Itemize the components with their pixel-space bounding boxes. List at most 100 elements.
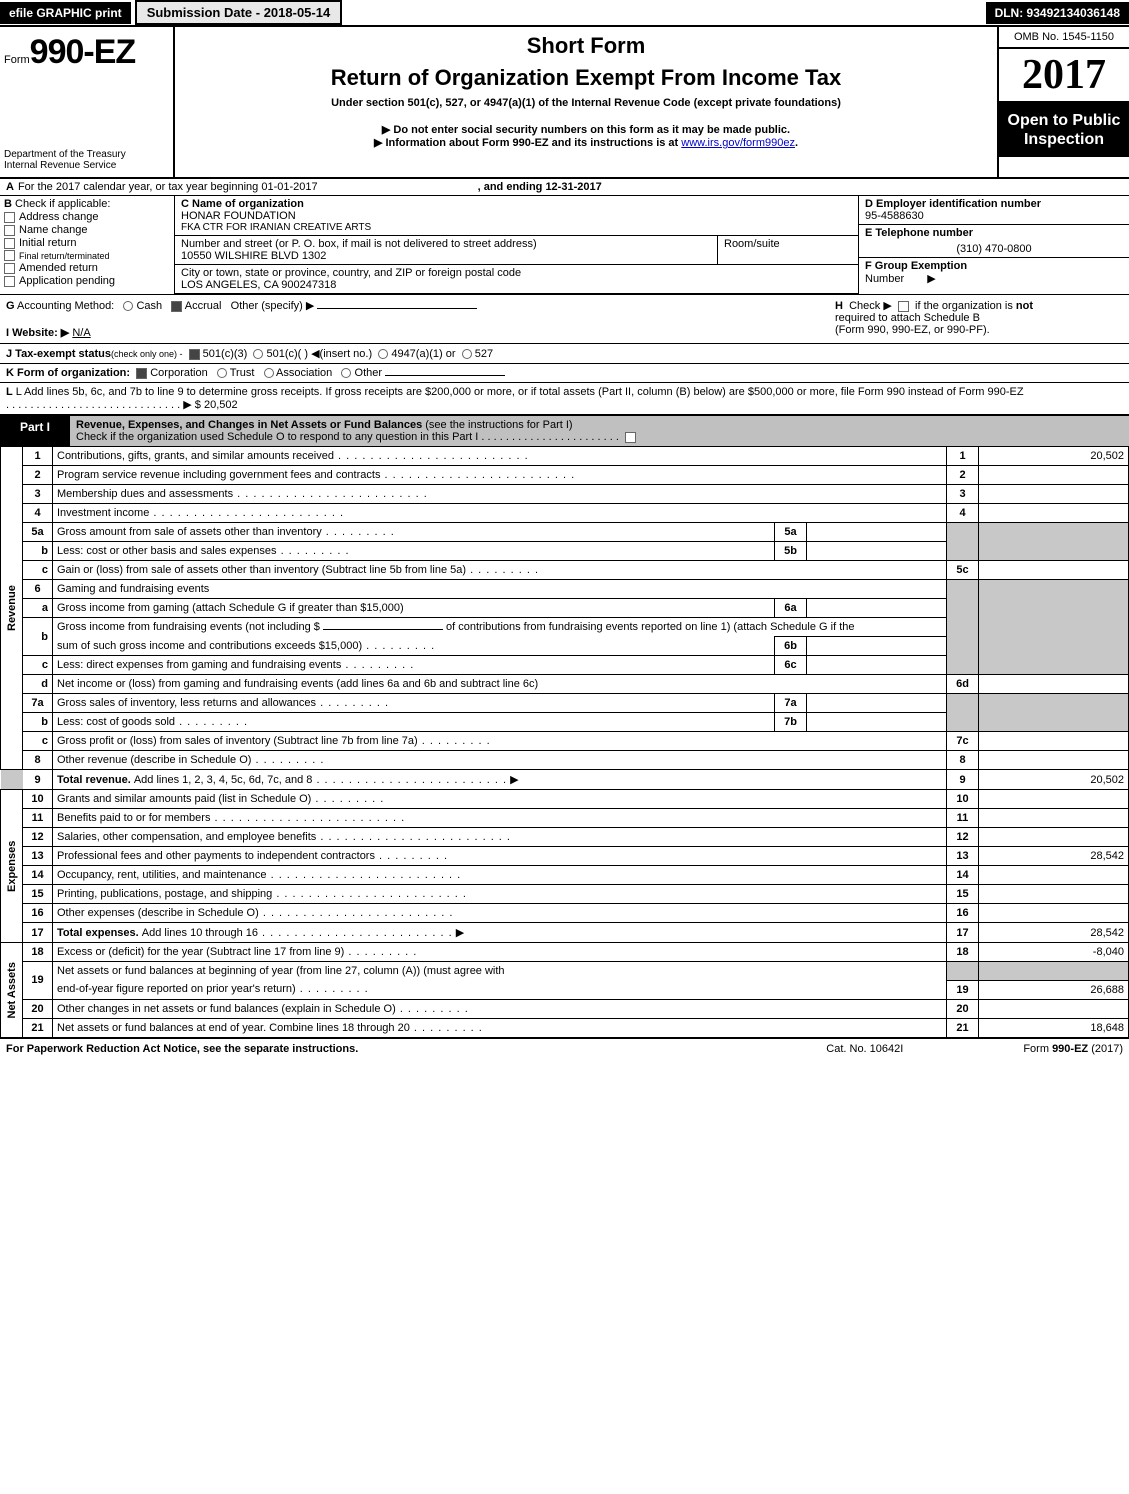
line-rval: -8,040	[979, 943, 1129, 962]
instructions-link[interactable]: www.irs.gov/form990ez	[681, 137, 795, 149]
line-midnum: 6b	[775, 637, 807, 656]
radio-association[interactable]	[264, 368, 274, 378]
dept-line-2: Internal Revenue Service	[4, 160, 169, 171]
radio-trust[interactable]	[217, 368, 227, 378]
radio-527[interactable]	[462, 349, 472, 359]
table-row: 14 Occupancy, rent, utilities, and maint…	[1, 866, 1129, 885]
line-rval	[979, 999, 1129, 1018]
opt-accrual: Accrual	[185, 300, 222, 312]
line-midval	[807, 523, 947, 542]
line-rnum: 20	[947, 999, 979, 1018]
line-rval: 28,542	[979, 847, 1129, 866]
line-desc: Less: direct expenses from gaming and fu…	[53, 656, 775, 675]
other-specify-input[interactable]	[317, 308, 477, 309]
table-row: 5a Gross amount from sale of assets othe…	[1, 523, 1129, 542]
efile-print-button[interactable]: efile GRAPHIC print	[0, 2, 131, 24]
top-bar: efile GRAPHIC print Submission Date - 20…	[0, 0, 1129, 27]
opt-address-change: Address change	[19, 211, 99, 223]
opt-501c3: 501(c)(3)	[203, 348, 248, 360]
line-num: 10	[23, 790, 53, 809]
line-desc: Program service revenue including govern…	[53, 466, 947, 485]
vlabel-revenue: Revenue	[1, 447, 23, 770]
line-desc: Gross profit or (loss) from sales of inv…	[53, 732, 947, 751]
d-ein-value: 95-4588630	[865, 210, 1123, 222]
chk-final-return[interactable]	[4, 250, 15, 261]
e-label: E Telephone number	[865, 227, 973, 239]
line-num: 1	[23, 447, 53, 466]
g-label: G	[6, 300, 15, 312]
fundraising-amount-input[interactable]	[323, 629, 443, 630]
line-num: 7a	[23, 694, 53, 713]
chk-address-change[interactable]	[4, 212, 15, 223]
h-label: H	[835, 300, 843, 312]
line-num: d	[23, 675, 53, 694]
line-num: b	[23, 713, 53, 732]
line-desc: Occupancy, rent, utilities, and maintena…	[53, 866, 947, 885]
line-desc: Investment income	[53, 504, 947, 523]
header-left: Form990-EZ Department of the Treasury In…	[0, 27, 175, 177]
department-block: Department of the Treasury Internal Reve…	[4, 149, 169, 171]
line-desc: sum of such gross income and contributio…	[53, 637, 775, 656]
table-row: 12 Salaries, other compensation, and emp…	[1, 828, 1129, 847]
opt-application-pending: Application pending	[19, 275, 115, 287]
opt-association: Association	[276, 367, 332, 379]
line-num: 3	[23, 485, 53, 504]
f-label2: Number	[865, 273, 904, 285]
line-desc: Gross income from gaming (attach Schedul…	[53, 599, 775, 618]
opt-501c: 501(c)( ) ◀(insert no.)	[266, 348, 372, 360]
line-rnum: 11	[947, 809, 979, 828]
opt-cash: Cash	[136, 300, 162, 312]
table-row: 3 Membership dues and assessments 3	[1, 485, 1129, 504]
chk-initial-return[interactable]	[4, 238, 15, 249]
block-bcdef: B Check if applicable: Address change Na…	[0, 196, 1129, 295]
part-i-tag: Part I	[0, 416, 70, 438]
line-midnum: 5a	[775, 523, 807, 542]
chk-amended-return[interactable]	[4, 263, 15, 274]
shade-cell	[947, 694, 979, 732]
line-rnum: 18	[947, 943, 979, 962]
opt-trust: Trust	[230, 367, 255, 379]
note2-prefix: ▶ Information about Form 990-EZ and its …	[374, 137, 681, 149]
table-row: 16 Other expenses (describe in Schedule …	[1, 904, 1129, 923]
dept-line-1: Department of the Treasury	[4, 149, 169, 160]
line-rnum: 4	[947, 504, 979, 523]
line-midnum: 5b	[775, 542, 807, 561]
line-rval: 28,542	[979, 923, 1129, 943]
chk-application-pending[interactable]	[4, 276, 15, 287]
section-a: A For the 2017 calendar year, or tax yea…	[0, 179, 1129, 196]
line-num: 18	[23, 943, 53, 962]
shade-cell	[979, 523, 1129, 561]
line-rnum: 21	[947, 1018, 979, 1037]
chk-schedule-o-part1[interactable]	[625, 432, 636, 443]
radio-4947[interactable]	[378, 349, 388, 359]
radio-cash[interactable]	[123, 301, 133, 311]
h-text3: required to attach Schedule B	[835, 312, 980, 324]
radio-501c[interactable]	[253, 349, 263, 359]
line-midval	[807, 599, 947, 618]
line-rnum: 17	[947, 923, 979, 943]
k-label: K Form of organization:	[6, 367, 130, 379]
chk-h-not-required[interactable]	[898, 301, 909, 312]
chk-501c3[interactable]	[189, 349, 200, 360]
line-desc: Other revenue (describe in Schedule O)	[53, 751, 947, 770]
footer-catno: Cat. No. 10642I	[826, 1043, 903, 1055]
chk-corporation[interactable]	[136, 368, 147, 379]
opt-corporation: Corporation	[150, 367, 207, 379]
table-row: 15 Printing, publications, postage, and …	[1, 885, 1129, 904]
radio-other[interactable]	[341, 368, 351, 378]
table-row: 13 Professional fees and other payments …	[1, 847, 1129, 866]
chk-accrual[interactable]	[171, 301, 182, 312]
shade-cell	[1, 770, 23, 790]
section-c: C Name of organization HONAR FOUNDATION …	[175, 196, 859, 294]
line-rnum: 2	[947, 466, 979, 485]
line-rval	[979, 885, 1129, 904]
line-num: 11	[23, 809, 53, 828]
table-row: 21 Net assets or fund balances at end of…	[1, 1018, 1129, 1037]
opt-initial-return: Initial return	[19, 237, 76, 249]
chk-name-change[interactable]	[4, 225, 15, 236]
other-org-input[interactable]	[385, 375, 505, 376]
shade-cell	[947, 523, 979, 561]
room-suite-label: Room/suite	[718, 236, 858, 264]
opt-amended-return: Amended return	[19, 262, 98, 274]
c-addr-label: Number and street (or P. O. box, if mail…	[181, 238, 711, 250]
